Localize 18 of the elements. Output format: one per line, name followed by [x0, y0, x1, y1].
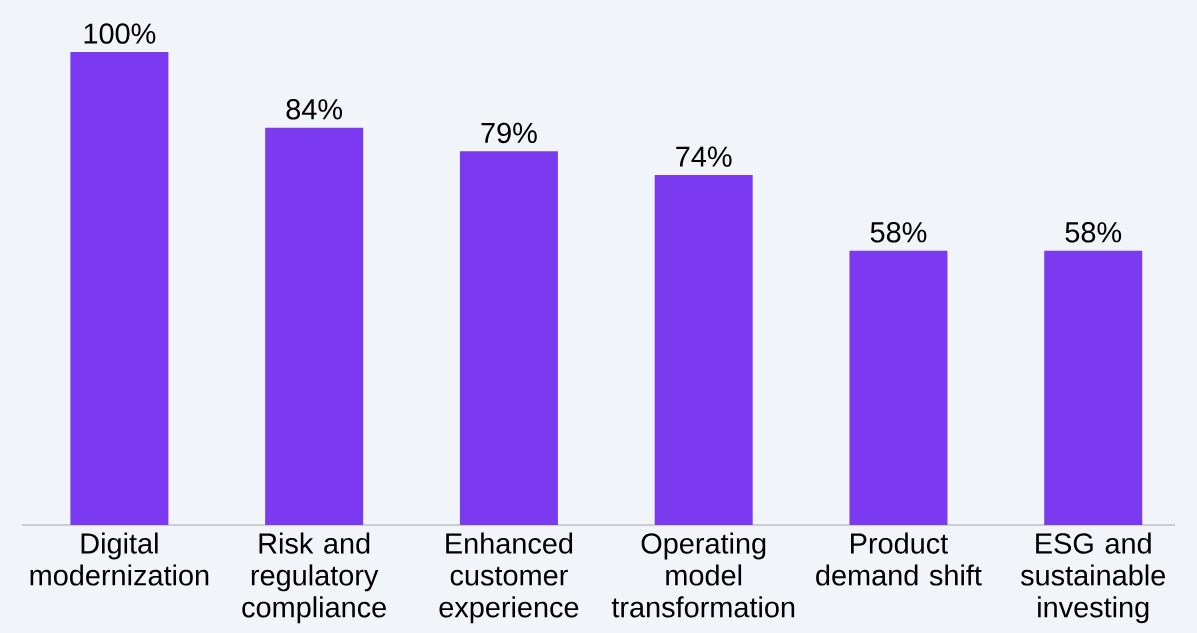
x-tick-label: Digital modernization: [30, 532, 209, 586]
data-label: 79%: [481, 122, 537, 144]
data-label: 84%: [286, 99, 343, 120]
bar: [849, 250, 948, 525]
bar: [1044, 250, 1143, 525]
data-label: 58%: [870, 222, 927, 243]
bar: [265, 127, 364, 525]
x-tick-label: Risk and regulatory compliance: [242, 532, 386, 624]
x-tick-label: Product demand shift: [816, 532, 982, 586]
x-tick-label: Enhanced customer experience: [439, 532, 579, 624]
bar: [654, 174, 753, 525]
x-tick-label: ESG and sustainable investing: [1020, 532, 1165, 624]
bar: [459, 151, 558, 525]
x-tick-label: Operating model transformation: [611, 532, 795, 618]
bar: [70, 52, 169, 525]
data-label: 100%: [84, 23, 156, 44]
data-label: 74%: [676, 146, 732, 167]
data-label: 58%: [1065, 222, 1122, 243]
